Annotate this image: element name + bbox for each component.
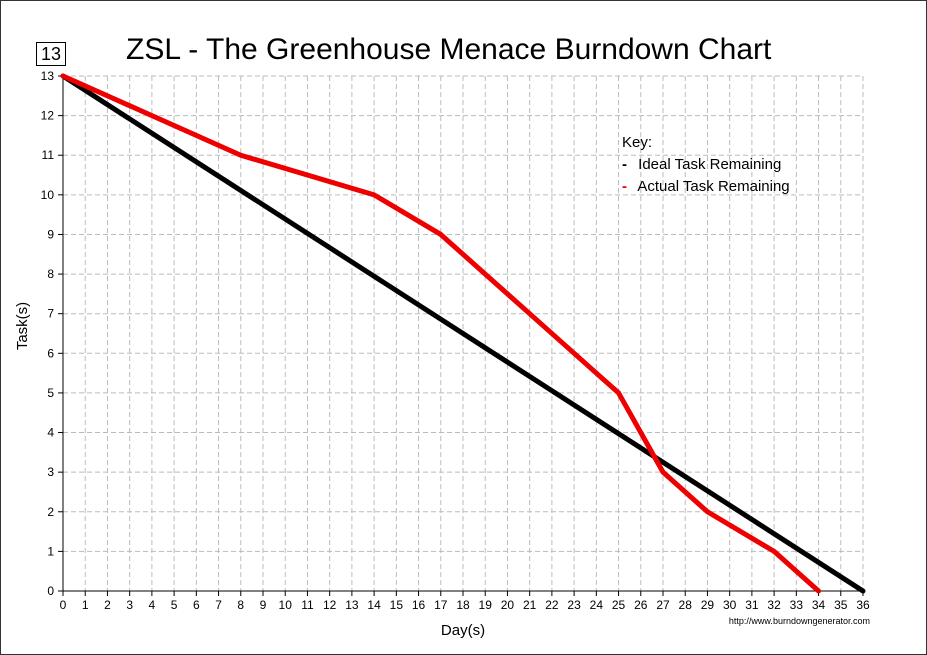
x-tick-label: 26: [634, 598, 648, 612]
y-tick-label: 3: [47, 465, 54, 479]
x-tick-label: 19: [479, 598, 493, 612]
y-tick-label: 13: [41, 69, 55, 83]
legend-swatch-ideal: -: [622, 156, 627, 173]
x-tick-label: 18: [456, 598, 470, 612]
y-tick-label: 6: [47, 346, 54, 360]
credit-url: http://www.burndowngenerator.com: [728, 616, 870, 626]
x-tick-label: 23: [567, 598, 581, 612]
y-tick-label: 5: [47, 386, 54, 400]
y-tick-label: 10: [41, 188, 55, 202]
x-tick-label: 35: [834, 598, 848, 612]
x-tick-label: 14: [367, 598, 381, 612]
x-tick-label: 28: [679, 598, 693, 612]
x-tick-label: 16: [412, 598, 426, 612]
series-line-ideal: [60, 73, 866, 594]
x-tick-label: 29: [701, 598, 715, 612]
x-tick-label: 21: [523, 598, 537, 612]
y-tick-label: 12: [41, 109, 55, 123]
y-tick-label: 9: [47, 227, 54, 241]
x-tick-label: 34: [812, 598, 826, 612]
legend-item-ideal: - Ideal Task Remaining: [622, 154, 790, 176]
legend-label-ideal: Ideal Task Remaining: [638, 156, 782, 173]
x-tick-label: 12: [323, 598, 337, 612]
legend-title: Key:: [622, 134, 653, 151]
x-tick-label: 30: [723, 598, 737, 612]
x-tick-label: 6: [193, 598, 200, 612]
x-tick-label: 20: [501, 598, 515, 612]
x-tick-label: 33: [790, 598, 804, 612]
task-count-badge: 13: [36, 42, 66, 66]
x-tick-label: 22: [545, 598, 559, 612]
x-tick-label: 32: [767, 598, 781, 612]
x-axis-label: Day(s): [440, 622, 486, 639]
x-tick-label: 31: [745, 598, 759, 612]
y-tick-label: 2: [47, 505, 54, 519]
x-tick-label: 24: [590, 598, 604, 612]
x-tick-label: 7: [215, 598, 222, 612]
x-tick-label: 15: [390, 598, 404, 612]
x-tick-label: 27: [656, 598, 670, 612]
x-tick-label: 10: [279, 598, 293, 612]
y-tick-label: 7: [47, 307, 54, 321]
legend: Key: - Ideal Task Remaining - Actual Tas…: [622, 132, 790, 198]
x-tick-label: 9: [260, 598, 267, 612]
y-tick-label: 1: [47, 544, 54, 558]
x-tick-label: 0: [60, 598, 67, 612]
y-tick-label: 8: [47, 267, 54, 281]
x-tick-label: 13: [345, 598, 359, 612]
x-tick-label: 17: [434, 598, 448, 612]
legend-item-actual: - Actual Task Remaining: [622, 176, 790, 198]
x-tick-label: 3: [126, 598, 133, 612]
x-tick-label: 2: [104, 598, 111, 612]
legend-swatch-actual: -: [622, 178, 627, 195]
x-tick-label: 8: [237, 598, 244, 612]
x-tick-label: 5: [171, 598, 178, 612]
chart-title: ZSL - The Greenhouse Menace Burndown Cha…: [126, 33, 772, 66]
x-tick-label: 1: [82, 598, 89, 612]
x-tick-label: 25: [612, 598, 626, 612]
x-tick-label: 36: [856, 598, 870, 612]
y-tick-label: 4: [47, 426, 54, 440]
legend-label-actual: Actual Task Remaining: [637, 178, 790, 195]
y-tick-label: 11: [42, 148, 55, 162]
y-tick-label: 0: [47, 584, 54, 598]
x-tick-label: 4: [149, 598, 156, 612]
x-tick-label: 11: [301, 598, 314, 612]
series-line-actual: [60, 73, 822, 594]
